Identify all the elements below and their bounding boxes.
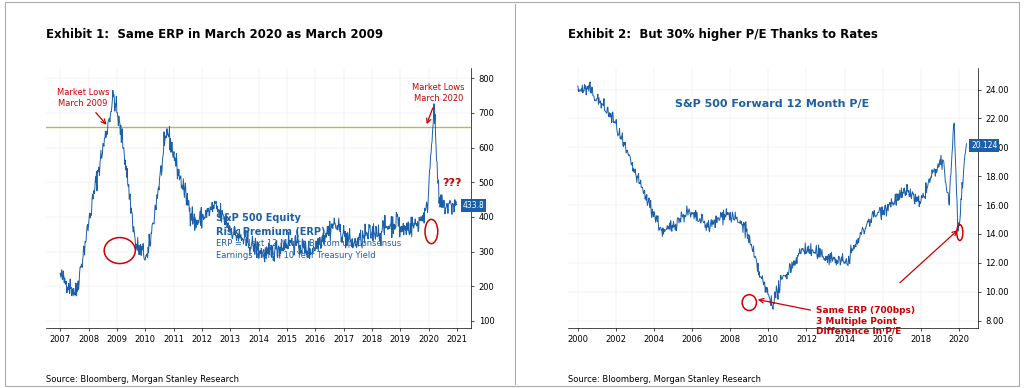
Text: 433.8: 433.8: [463, 201, 484, 210]
Text: S&P 500 Equity
Risk Premium (ERP): S&P 500 Equity Risk Premium (ERP): [216, 213, 326, 237]
Text: Source: Bloomberg, Morgan Stanley Research: Source: Bloomberg, Morgan Stanley Resear…: [568, 375, 761, 384]
Text: Exhibit 2:  But 30% higher P/E Thanks to Rates: Exhibit 2: But 30% higher P/E Thanks to …: [568, 28, 879, 41]
Text: Market Lows
March 2009: Market Lows March 2009: [56, 88, 110, 124]
Text: 20.124: 20.124: [971, 141, 997, 151]
Text: Source: Bloomberg, Morgan Stanley Research: Source: Bloomberg, Morgan Stanley Resear…: [46, 375, 239, 384]
Text: Market Lows
March 2020: Market Lows March 2020: [413, 83, 465, 123]
Text: S&P 500 Forward 12 Month P/E: S&P 500 Forward 12 Month P/E: [675, 99, 869, 109]
Text: ???: ???: [442, 178, 462, 188]
Text: Exhibit 1:  Same ERP in March 2020 as March 2009: Exhibit 1: Same ERP in March 2020 as Mar…: [46, 28, 383, 41]
Text: ERP = Next 12 Month Bottom up Consensus
Earnings Yield - 10 Year Treasury Yield: ERP = Next 12 Month Bottom up Consensus …: [216, 239, 401, 260]
Text: Same ERP (700bps)
3 Multiple Point
Difference in P/E: Same ERP (700bps) 3 Multiple Point Diffe…: [759, 298, 915, 336]
